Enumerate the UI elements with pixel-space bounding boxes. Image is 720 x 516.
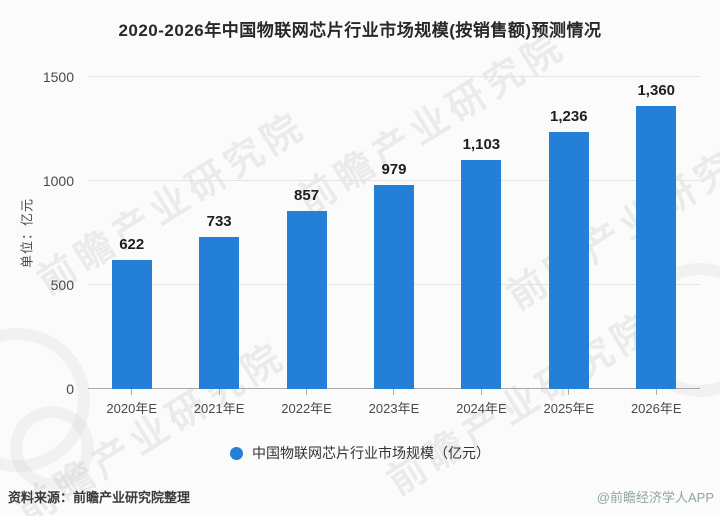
- bar-value-label: 1,360: [637, 82, 676, 99]
- x-axis: 2020年E 2021年E 2022年E 2023年E 2024年E 2025年E 2026…: [88, 389, 700, 417]
- bar: [548, 132, 589, 389]
- bar: [461, 160, 502, 389]
- bar-value-label: 857: [294, 187, 320, 204]
- x-tick-mark: [480, 389, 482, 395]
- bar: [636, 106, 677, 389]
- bar-column: 733: [175, 77, 262, 389]
- bars-row: 622 733 857 979 1,103 1,236 1,360: [88, 77, 700, 389]
- y-tick-label: 500: [50, 277, 74, 293]
- y-tick-label: 1000: [42, 173, 74, 189]
- bar-column: 857: [263, 77, 350, 389]
- y-tick-label: 0: [66, 381, 74, 397]
- gridline: [88, 180, 700, 181]
- bar-value-label: 979: [381, 161, 407, 178]
- legend-marker-icon: [230, 446, 243, 460]
- y-axis-tick-labels: 0 500 1000 1500: [0, 69, 78, 397]
- x-tick-mark: [568, 389, 570, 395]
- x-category-label: 2023年E: [368, 401, 420, 416]
- bar-column: 622: [88, 77, 175, 389]
- x-tick-mark: [655, 389, 657, 395]
- bar-value-label: 1,236: [550, 108, 588, 125]
- x-category-label: 2024年E: [456, 401, 507, 416]
- plot-area: 622 733 857 979 1,103 1,236 1,360: [88, 76, 700, 389]
- chart-title: 2020-2026年中国物联网芯片行业市场规模(按销售额)预测情况: [118, 21, 602, 40]
- x-category-label: 2026年E: [630, 401, 682, 416]
- x-axis-cell: 2021年E: [175, 389, 262, 417]
- bar-column: 1,360: [613, 77, 700, 389]
- x-axis-cell: 2020年E: [88, 389, 175, 417]
- legend-label: 中国物联网芯片行业市场规模（亿元）: [252, 445, 490, 461]
- legend: 中国物联网芯片行业市场规模（亿元）: [0, 443, 720, 463]
- bar: [286, 211, 327, 389]
- x-category-label: 2025年E: [543, 401, 595, 416]
- x-tick-mark: [306, 389, 308, 395]
- gridline: [88, 76, 700, 77]
- footer-source-text: 资料来源：前瞻产业研究院整理: [8, 490, 191, 505]
- x-category-label: 2020年E: [106, 401, 157, 416]
- x-axis-cell: 2023年E: [350, 389, 437, 417]
- x-category-label: 2022年E: [281, 401, 332, 416]
- x-axis-cell: 2024年E: [438, 389, 525, 417]
- y-tick-label: 1500: [42, 69, 74, 85]
- bar-column: 1,103: [438, 77, 525, 389]
- x-tick-mark: [218, 389, 220, 395]
- footer-credit-text: @前瞻经济学人APP: [596, 490, 714, 505]
- bar-value-label: 733: [206, 213, 232, 230]
- bar-value-label: 1,103: [462, 136, 501, 153]
- bar: [199, 237, 240, 389]
- bar: [373, 185, 414, 389]
- x-axis-cell: 2026年E: [613, 389, 700, 417]
- x-axis-cell: 2025年E: [525, 389, 612, 417]
- x-tick-mark: [393, 389, 395, 395]
- bar-column: 1,236: [525, 77, 612, 389]
- x-tick-mark: [131, 389, 133, 395]
- x-category-label: 2021年E: [193, 401, 245, 416]
- bar-value-label: 622: [119, 236, 145, 253]
- bar: [111, 260, 152, 389]
- x-axis-cell: 2022年E: [263, 389, 350, 417]
- bar-column: 979: [350, 77, 437, 389]
